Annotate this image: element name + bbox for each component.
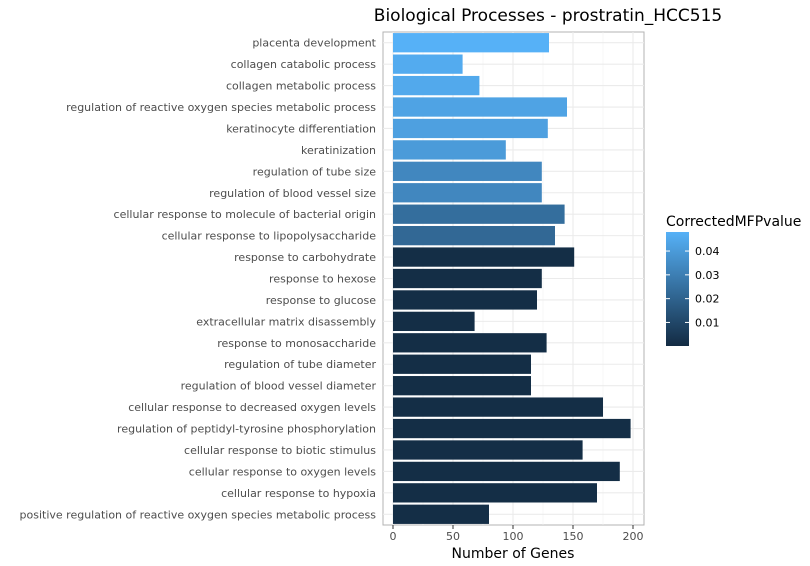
category-label: regulation of reactive oxygen species me… bbox=[66, 101, 376, 114]
bar bbox=[393, 54, 463, 74]
category-label: collagen catabolic process bbox=[231, 58, 377, 71]
legend-title: CorrectedMFPvalue bbox=[666, 214, 801, 230]
legend-ticks: 0.04 0.03 0.02 0.01 bbox=[666, 245, 720, 329]
legend-tick-label: 0.03 bbox=[695, 269, 720, 282]
category-label: cellular response to biotic stimulus bbox=[184, 444, 376, 457]
bar bbox=[393, 204, 565, 224]
bar bbox=[393, 140, 506, 160]
chart-title: Biological Processes - prostratin_HCC515 bbox=[374, 6, 722, 26]
category-label: response to carbohydrate bbox=[234, 251, 376, 264]
bar bbox=[393, 397, 603, 417]
x-tick-label: 200 bbox=[623, 530, 644, 543]
bar bbox=[393, 461, 620, 482]
category-label: response to monosaccharide bbox=[217, 337, 376, 350]
category-label: collagen metabolic process bbox=[226, 80, 376, 93]
bar bbox=[393, 504, 489, 524]
x-tick-label: 0 bbox=[390, 530, 397, 543]
bar bbox=[393, 440, 583, 460]
category-label: cellular response to molecule of bacteri… bbox=[114, 208, 376, 221]
category-label: cellular response to lipopolysaccharide bbox=[162, 230, 377, 243]
bar bbox=[393, 75, 480, 96]
bar bbox=[393, 97, 567, 117]
category-label: response to glucose bbox=[266, 294, 377, 307]
bar bbox=[393, 354, 531, 374]
category-label: regulation of tube diameter bbox=[224, 358, 376, 371]
category-label: extracellular matrix disassembly bbox=[196, 315, 376, 328]
bar bbox=[393, 225, 555, 246]
x-tick-label: 50 bbox=[446, 530, 460, 543]
legend-tick-label: 0.04 bbox=[695, 245, 720, 258]
category-label: keratinization bbox=[301, 144, 376, 157]
category-label: regulation of blood vessel size bbox=[209, 187, 376, 200]
category-label: keratinocyte differentiation bbox=[226, 122, 376, 135]
bar bbox=[393, 183, 542, 203]
bar bbox=[393, 418, 631, 439]
bar bbox=[393, 290, 537, 310]
category-label: regulation of peptidyl-tyrosine phosphor… bbox=[117, 423, 376, 436]
x-tick-label: 150 bbox=[563, 530, 584, 543]
x-axis-title: Number of Genes bbox=[452, 546, 575, 562]
category-label: regulation of tube size bbox=[253, 165, 377, 178]
category-label: cellular response to hypoxia bbox=[221, 487, 376, 500]
bar bbox=[393, 33, 549, 53]
category-label: cellular response to oxygen levels bbox=[189, 465, 377, 478]
bar bbox=[393, 311, 475, 332]
legend-colorbar bbox=[666, 232, 689, 346]
x-axis-ticks: 0 50 100 150 200 bbox=[390, 525, 644, 543]
bar bbox=[393, 268, 542, 289]
category-label: placenta development bbox=[252, 37, 376, 50]
bar bbox=[393, 118, 548, 139]
bar bbox=[393, 483, 597, 503]
bar bbox=[393, 376, 531, 396]
category-label: positive regulation of reactive oxygen s… bbox=[20, 508, 377, 521]
category-label: cellular response to decreased oxygen le… bbox=[128, 401, 376, 414]
legend: CorrectedMFPvalue 0.04 0.03 0.02 0.01 bbox=[666, 214, 801, 346]
bar bbox=[393, 161, 542, 181]
legend-tick-label: 0.02 bbox=[695, 293, 720, 306]
bar bbox=[393, 247, 575, 267]
legend-tick-label: 0.01 bbox=[695, 316, 720, 329]
x-tick-label: 100 bbox=[503, 530, 524, 543]
bar bbox=[393, 333, 547, 353]
category-label: regulation of blood vessel diameter bbox=[181, 380, 377, 393]
category-label: response to hexose bbox=[269, 273, 376, 286]
category-labels: placenta development collagen catabolic p… bbox=[20, 37, 377, 522]
bars bbox=[393, 33, 631, 524]
